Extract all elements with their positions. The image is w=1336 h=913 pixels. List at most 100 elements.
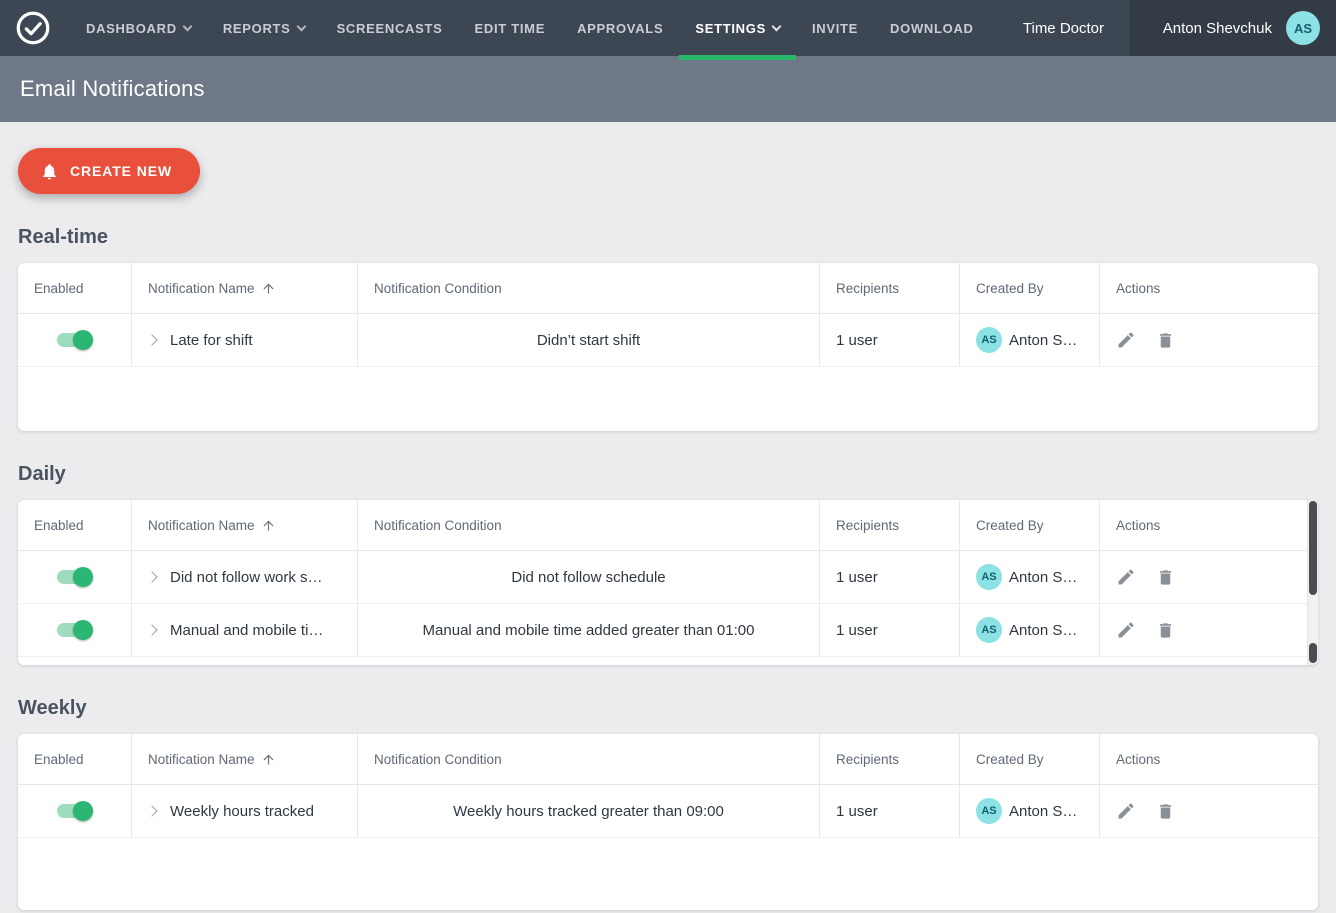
column-header-recipients: Recipients bbox=[819, 500, 959, 550]
section-realtime: Real-time Enabled Notification Name Noti… bbox=[18, 226, 1318, 431]
enabled-toggle[interactable] bbox=[56, 330, 93, 350]
delete-button[interactable] bbox=[1156, 568, 1175, 587]
main-content: CREATE NEW Real-time Enabled Notificatio… bbox=[0, 122, 1336, 910]
nav-item-dashboard[interactable]: DASHBOARD bbox=[70, 0, 207, 56]
column-header-name[interactable]: Notification Name bbox=[131, 734, 357, 784]
column-header-condition: Notification Condition bbox=[357, 263, 819, 313]
column-header-name[interactable]: Notification Name bbox=[131, 500, 357, 550]
column-header-actions: Actions bbox=[1099, 734, 1318, 784]
column-header-actions: Actions bbox=[1099, 263, 1318, 313]
enabled-cell bbox=[18, 785, 131, 837]
condition-cell: Didn’t start shift bbox=[357, 314, 819, 366]
nav-item-label: SETTINGS bbox=[695, 20, 766, 36]
nav-item-approvals[interactable]: APPROVALS bbox=[561, 0, 679, 56]
recipients-cell: 1 user bbox=[819, 604, 959, 656]
page-title: Email Notifications bbox=[20, 76, 205, 101]
nav-item-label: EDIT TIME bbox=[474, 20, 546, 36]
condition-cell: Manual and mobile time added greater tha… bbox=[357, 604, 819, 656]
creator-name: Anton Sh… bbox=[1009, 621, 1083, 639]
scrollbar-thumb[interactable] bbox=[1309, 501, 1317, 595]
nav-item-reports[interactable]: REPORTS bbox=[207, 0, 321, 56]
name-cell: Late for shift bbox=[131, 314, 357, 366]
edit-button[interactable] bbox=[1116, 620, 1136, 640]
notification-name: Manual and mobile ti… bbox=[170, 621, 324, 639]
section-title: Real-time bbox=[18, 226, 109, 248]
nav-item-download[interactable]: DOWNLOAD bbox=[874, 0, 990, 56]
enabled-cell bbox=[18, 604, 131, 656]
enabled-cell bbox=[18, 551, 131, 603]
name-cell: Did not follow work s… bbox=[131, 551, 357, 603]
realtime-table: Enabled Notification Name Notification C… bbox=[18, 263, 1318, 431]
table-row: Manual and mobile ti… Manual and mobile … bbox=[18, 604, 1318, 657]
nav-item-label: REPORTS bbox=[222, 20, 291, 36]
section-daily: Daily Enabled Notification Name Notifica… bbox=[18, 463, 1318, 665]
scrollbar-thumb-bottom[interactable] bbox=[1309, 643, 1317, 663]
pencil-icon bbox=[1118, 803, 1134, 819]
recipients-cell: 1 user bbox=[819, 551, 959, 603]
delete-button[interactable] bbox=[1156, 331, 1175, 350]
user-name: Anton Shevchuk bbox=[1162, 19, 1272, 37]
main-menu: DASHBOARD REPORTS SCREENCASTS EDIT TIME … bbox=[70, 0, 990, 60]
pencil-icon bbox=[1118, 332, 1134, 348]
section-weekly: Weekly Enabled Notification Name Notific… bbox=[18, 697, 1318, 910]
create-new-button[interactable]: CREATE NEW bbox=[18, 148, 201, 194]
actions-cell bbox=[1099, 314, 1318, 366]
name-cell: Weekly hours tracked bbox=[131, 785, 357, 837]
column-header-condition: Notification Condition bbox=[357, 734, 819, 784]
table-header-row: Enabled Notification Name Notification C… bbox=[18, 734, 1318, 785]
user-avatar: AS bbox=[1286, 11, 1320, 45]
column-header-actions: Actions bbox=[1099, 500, 1318, 550]
nav-item-label: INVITE bbox=[811, 20, 859, 36]
created-by-cell: AS Anton Sh… bbox=[959, 604, 1099, 656]
sort-ascending-icon bbox=[263, 520, 274, 530]
weekly-table: Enabled Notification Name Notification C… bbox=[18, 734, 1318, 910]
vertical-scrollbar[interactable] bbox=[1307, 500, 1318, 665]
table-row: Weekly hours tracked Weekly hours tracke… bbox=[18, 785, 1318, 838]
user-menu[interactable]: Anton Shevchuk AS bbox=[1130, 0, 1336, 56]
column-header-enabled: Enabled bbox=[34, 517, 84, 533]
nav-item-settings[interactable]: SETTINGS bbox=[679, 0, 796, 60]
delete-button[interactable] bbox=[1156, 802, 1175, 821]
chevron-down-icon bbox=[771, 21, 782, 31]
nav-item-screencasts[interactable]: SCREENCASTS bbox=[321, 0, 459, 56]
recipients-cell: 1 user bbox=[819, 314, 959, 366]
sort-ascending-icon bbox=[263, 754, 274, 764]
edit-button[interactable] bbox=[1116, 567, 1136, 587]
enabled-toggle[interactable] bbox=[56, 620, 93, 640]
table-row: Late for shift Didn’t start shift 1 user… bbox=[18, 314, 1318, 367]
page-header: Email Notifications bbox=[0, 56, 1336, 122]
nav-item-edit-time[interactable]: EDIT TIME bbox=[459, 0, 562, 56]
daily-table: Enabled Notification Name Notification C… bbox=[18, 500, 1318, 665]
delete-button[interactable] bbox=[1156, 621, 1175, 640]
sort-ascending-icon bbox=[263, 283, 274, 293]
expand-row-icon[interactable] bbox=[146, 334, 158, 346]
expand-row-icon[interactable] bbox=[146, 571, 158, 583]
pencil-icon bbox=[1118, 569, 1134, 585]
creator-avatar: AS bbox=[976, 798, 1002, 824]
expand-row-icon[interactable] bbox=[146, 624, 158, 636]
edit-button[interactable] bbox=[1116, 801, 1136, 821]
table-header-row: Enabled Notification Name Notification C… bbox=[18, 500, 1318, 551]
nav-item-invite[interactable]: INVITE bbox=[796, 0, 874, 56]
actions-cell bbox=[1099, 785, 1318, 837]
section-title: Weekly bbox=[18, 697, 87, 719]
column-header-enabled: Enabled bbox=[34, 280, 84, 296]
column-header-created-by: Created By bbox=[959, 263, 1099, 313]
column-header-condition: Notification Condition bbox=[357, 500, 819, 550]
bell-add-icon bbox=[40, 162, 59, 181]
expand-row-icon[interactable] bbox=[146, 805, 158, 817]
nav-item-label: DASHBOARD bbox=[86, 20, 177, 36]
column-header-name[interactable]: Notification Name bbox=[131, 263, 357, 313]
edit-button[interactable] bbox=[1116, 330, 1136, 350]
notification-name: Weekly hours tracked bbox=[170, 802, 314, 820]
creator-name: Anton Sh… bbox=[1009, 802, 1083, 820]
company-name: Time Doctor bbox=[1022, 19, 1104, 37]
actions-cell bbox=[1099, 604, 1318, 656]
create-new-label: CREATE NEW bbox=[70, 163, 173, 179]
enabled-toggle[interactable] bbox=[56, 567, 93, 587]
created-by-cell: AS Anton Sh… bbox=[959, 551, 1099, 603]
created-by-cell: AS Anton Sh… bbox=[959, 314, 1099, 366]
enabled-toggle[interactable] bbox=[56, 801, 93, 821]
creator-avatar: AS bbox=[976, 564, 1002, 590]
timedoctor-logo-icon[interactable] bbox=[14, 9, 52, 47]
